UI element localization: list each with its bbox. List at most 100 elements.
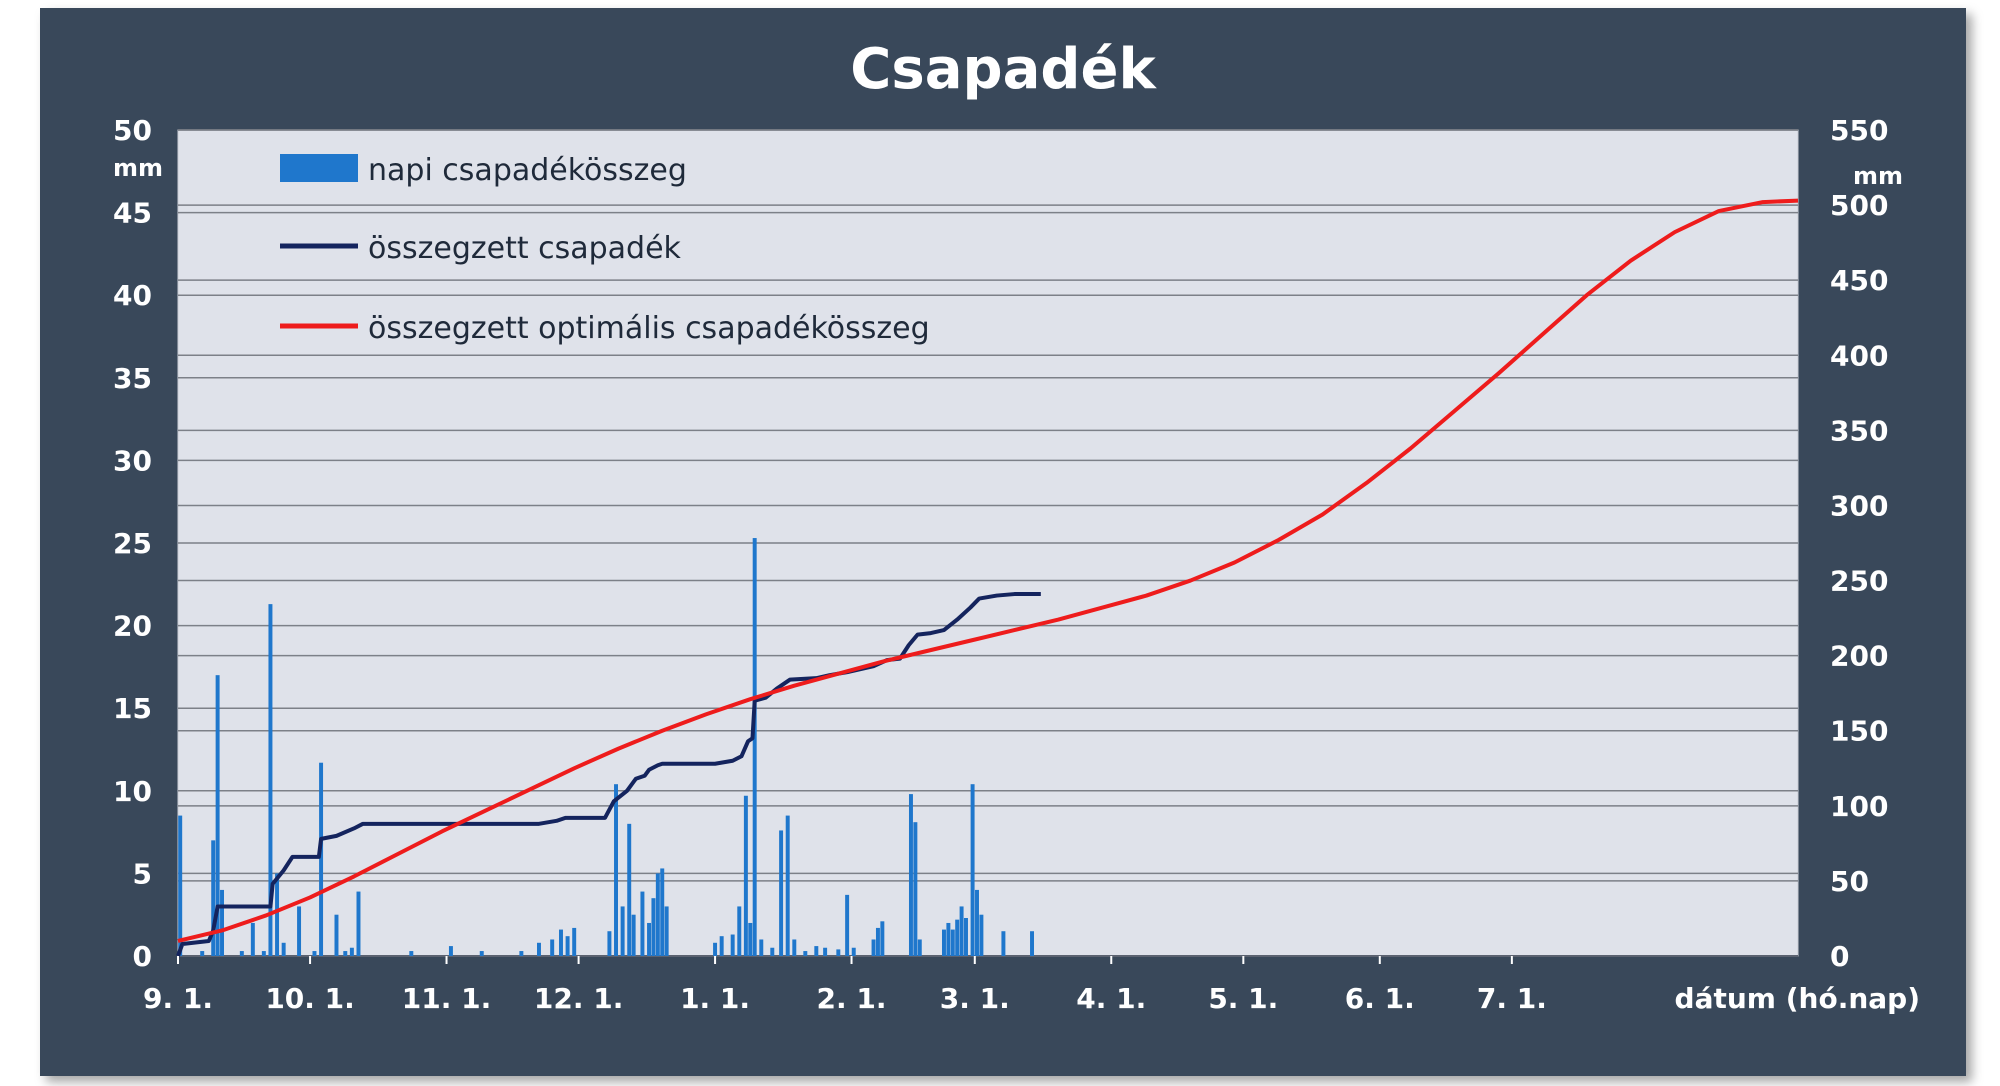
bar bbox=[550, 939, 555, 956]
right-tick-label: 300 bbox=[1830, 489, 1888, 522]
bar bbox=[964, 918, 968, 956]
bar bbox=[917, 939, 922, 956]
cumulative-sum-line bbox=[176, 592, 1041, 957]
bar bbox=[312, 951, 317, 956]
right-tick-label: 550 bbox=[1830, 114, 1888, 147]
x-tick-label: 9. 1. bbox=[143, 982, 213, 1015]
grid-lines bbox=[178, 129, 1798, 957]
x-tick-label: 11. 1. bbox=[402, 982, 491, 1015]
left-tick-label: 20 bbox=[113, 610, 152, 643]
x-tick-label: 5. 1. bbox=[1208, 982, 1278, 1015]
bar bbox=[268, 604, 273, 956]
x-axis-label: dátum (hó.nap) bbox=[1675, 982, 1920, 1015]
left-tick-label: 50 bbox=[113, 114, 152, 147]
right-axis-unit: mm bbox=[1853, 162, 1903, 190]
left-axis: 0 5 10 15 20 25 30 35 40 45 50 bbox=[113, 114, 152, 973]
x-axis: 9. 1. 10. 1. 11. 1. 12. 1. 1. 1. 2. 1. 3. 1. 4.… bbox=[143, 956, 1547, 1015]
bar bbox=[959, 906, 964, 956]
bar bbox=[647, 922, 652, 956]
bar bbox=[200, 951, 205, 956]
bar bbox=[565, 936, 570, 956]
bar bbox=[770, 947, 775, 956]
left-tick-label: 30 bbox=[113, 444, 152, 477]
bar bbox=[970, 784, 975, 956]
chart-title: Csapadék bbox=[850, 37, 1157, 102]
bar bbox=[261, 951, 266, 956]
bar bbox=[220, 889, 225, 956]
cumulative-lines bbox=[176, 198, 1799, 957]
bar bbox=[660, 868, 665, 956]
bar bbox=[409, 951, 414, 956]
chart-frame: Csapadék 0 5 10 15 20 25 30 35 40 45 50 0 50 100 150 2… bbox=[40, 8, 1966, 1076]
bar bbox=[950, 929, 955, 956]
left-tick-label: 15 bbox=[113, 692, 152, 725]
x-tick-label: 4. 1. bbox=[1076, 982, 1146, 1015]
bar bbox=[343, 951, 348, 956]
x-tick-label: 7. 1. bbox=[1477, 982, 1547, 1015]
bar bbox=[730, 934, 735, 956]
right-tick-label: 200 bbox=[1830, 640, 1888, 673]
left-axis-unit: mm bbox=[113, 154, 163, 182]
bar bbox=[946, 922, 951, 956]
left-tick-label: 40 bbox=[113, 279, 152, 312]
bar bbox=[334, 914, 339, 956]
bar bbox=[823, 947, 828, 956]
legend-swatch-bars bbox=[280, 154, 358, 182]
bar bbox=[955, 919, 960, 956]
bar bbox=[908, 794, 913, 956]
bar bbox=[880, 921, 885, 956]
bar bbox=[215, 675, 220, 956]
bar bbox=[572, 927, 577, 956]
bar bbox=[1001, 931, 1006, 956]
left-tick-label: 35 bbox=[113, 362, 152, 395]
bar bbox=[620, 906, 625, 956]
right-tick-label: 250 bbox=[1830, 565, 1888, 598]
bar bbox=[664, 906, 669, 956]
daily-bars bbox=[178, 538, 1035, 956]
bar bbox=[536, 942, 541, 956]
bar bbox=[448, 946, 453, 956]
bar bbox=[748, 922, 753, 956]
left-tick-label: 25 bbox=[113, 527, 152, 560]
right-tick-label: 500 bbox=[1830, 189, 1888, 222]
bar bbox=[979, 914, 984, 956]
bar bbox=[519, 951, 524, 956]
right-axis: 0 50 100 150 200 250 300 350 400 450 500 550 bbox=[1830, 114, 1888, 973]
bar bbox=[803, 951, 808, 956]
x-tick-label: 1. 1. bbox=[680, 982, 750, 1015]
bar bbox=[1030, 931, 1035, 956]
x-tick-label: 12. 1. bbox=[534, 982, 623, 1015]
legend: napi csapadékösszeg összegzett csapadék … bbox=[280, 153, 930, 346]
x-tick-label: 3. 1. bbox=[940, 982, 1010, 1015]
legend-label-daily: napi csapadékösszeg bbox=[368, 153, 687, 188]
bar bbox=[737, 906, 742, 956]
bar bbox=[281, 942, 286, 956]
bar bbox=[743, 795, 748, 956]
bar bbox=[836, 949, 841, 956]
right-tick-label: 100 bbox=[1830, 790, 1888, 823]
legend-label-optimal: összegzett optimális csapadékösszeg bbox=[368, 311, 930, 346]
right-tick-label: 50 bbox=[1830, 865, 1869, 898]
bar bbox=[275, 873, 280, 956]
bar bbox=[719, 936, 724, 956]
bar bbox=[631, 914, 636, 956]
bar bbox=[239, 951, 244, 956]
bar bbox=[851, 947, 856, 956]
left-tick-label: 10 bbox=[113, 775, 152, 808]
bar bbox=[713, 942, 718, 956]
chart-svg: Csapadék 0 5 10 15 20 25 30 35 40 45 50 0 50 100 150 2… bbox=[113, 37, 1920, 1015]
bar bbox=[651, 898, 656, 956]
bar bbox=[356, 891, 361, 956]
bar bbox=[875, 927, 880, 956]
bar bbox=[785, 815, 790, 956]
bar bbox=[792, 939, 797, 956]
bar bbox=[627, 823, 632, 956]
bar bbox=[975, 889, 979, 956]
bar bbox=[655, 873, 660, 956]
bar bbox=[178, 815, 183, 956]
bar bbox=[640, 891, 645, 956]
bar bbox=[607, 931, 612, 956]
bar bbox=[752, 538, 757, 956]
bar bbox=[845, 894, 850, 956]
right-tick-label: 150 bbox=[1830, 715, 1888, 748]
